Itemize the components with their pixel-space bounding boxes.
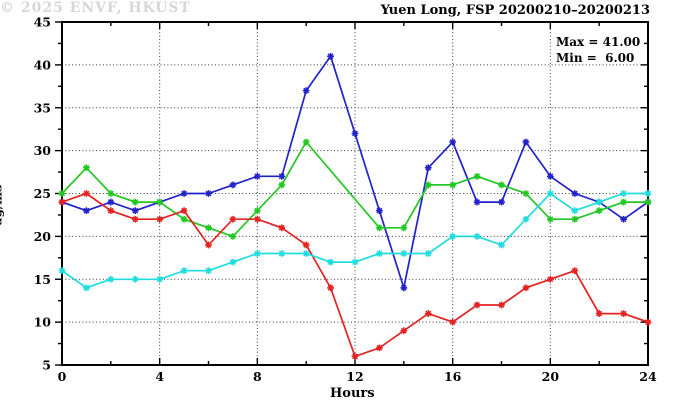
x-tick-label: 0 (58, 369, 67, 384)
series-green-markers (58, 138, 652, 240)
y-tick-label: 15 (34, 272, 51, 287)
y-tick-label: 20 (34, 229, 52, 244)
x-tick-label: 8 (253, 369, 262, 384)
y-axis-label: ug/m3 (0, 183, 5, 226)
series-cyan-markers (58, 190, 652, 292)
y-tick-label: 40 (34, 57, 52, 72)
min-value-label: Min = 6.00 (556, 51, 635, 66)
y-tick-label: 45 (34, 15, 51, 30)
series-red-markers (58, 190, 652, 360)
chart-title: Yuen Long, FSP 20200210–20200213 (380, 3, 650, 18)
x-tick-label: 4 (155, 369, 164, 384)
x-tick-label: 16 (444, 369, 462, 384)
y-tick-label: 30 (34, 143, 52, 158)
watermark: © 2025 ENVF, HKUST (0, 0, 191, 16)
x-tick-label: 24 (639, 369, 657, 384)
y-tick-label: 25 (34, 186, 51, 201)
x-tick-label: 12 (346, 369, 363, 384)
max-value-label: Max = 41.00 (556, 35, 641, 49)
x-tick-label: 20 (542, 369, 560, 384)
y-tick-label: 5 (42, 358, 51, 373)
stats-legend: Max = 41.00 Min = 6.00 (556, 34, 640, 66)
y-tick-label: 10 (34, 315, 52, 330)
x-axis-label: Hours (330, 386, 375, 401)
y-tick-label: 35 (34, 100, 51, 115)
